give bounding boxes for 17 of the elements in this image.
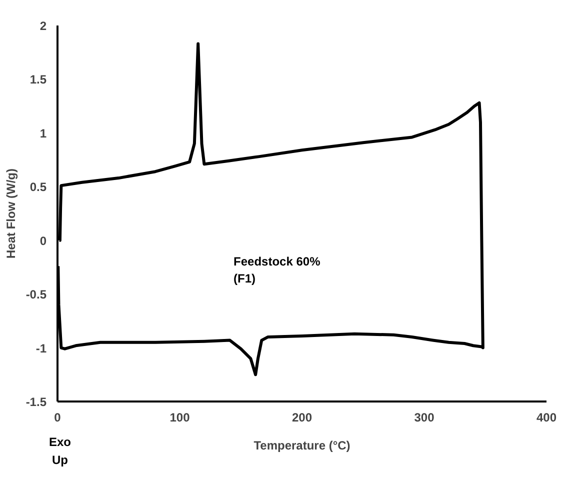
x-tick-label: 400	[536, 410, 557, 424]
y-tick-label: 1.5	[30, 72, 47, 87]
y-tick-label: -1.5	[26, 395, 47, 409]
x-tick-label: 0	[54, 410, 62, 424]
y-tick-label: 0	[40, 234, 47, 248]
y-tick-label: 0.5	[30, 180, 47, 194]
y-tick-label: 1	[40, 126, 47, 140]
y-tick-label: 2	[40, 19, 47, 33]
text: Exo Up	[48, 434, 71, 469]
y-axis-title: Heat Flow (W/g)	[4, 168, 18, 258]
x-axis-title: Temperature (°C)	[254, 438, 350, 452]
annotation: Feedstock 60% (F1)	[234, 254, 321, 286]
y-tick-label: -0.5	[26, 288, 47, 302]
x-tick-label: 200	[292, 410, 312, 424]
y-tick-label: -1	[36, 341, 47, 356]
x-tick-label: 300	[414, 410, 435, 424]
x-tick-label: 100	[170, 410, 190, 424]
